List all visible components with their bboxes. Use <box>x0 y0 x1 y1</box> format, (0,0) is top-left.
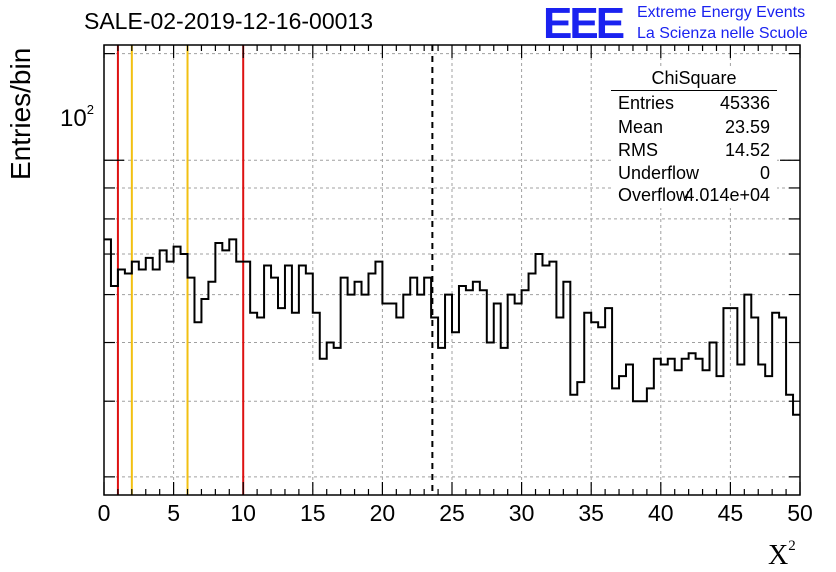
stats-value: 4.014e+04 <box>684 185 770 205</box>
x-tick-label: 10 <box>230 500 256 526</box>
stats-row-entries: Entries 45336 <box>618 93 770 115</box>
x-axis-label-base: X <box>768 540 789 571</box>
stats-row-rms: RMS 14.52 <box>618 140 770 162</box>
x-tick-label: 50 <box>787 500 813 526</box>
x-tick-label: 45 <box>717 500 744 526</box>
stats-row-overflow: Overflow 4.014e+04 <box>618 185 770 207</box>
stats-key: Underflow <box>618 163 700 183</box>
x-axis-label: X2 <box>768 538 796 572</box>
stats-title: ChiSquare <box>651 68 737 88</box>
x-axis-label-exponent: 2 <box>788 538 796 554</box>
stats-key: Entries <box>618 93 675 113</box>
x-tick-label: 40 <box>648 500 674 526</box>
y-axis-label: Entries/bin <box>5 47 36 180</box>
y-tick-base: 10 <box>60 105 87 132</box>
x-tick-label: 35 <box>578 500 604 526</box>
x-tick-label: 0 <box>97 500 111 526</box>
stats-value: 0 <box>759 163 770 183</box>
stats-key: RMS <box>618 140 658 160</box>
logo-line-2: La Scienza nelle Scuole <box>637 25 808 42</box>
logo-line-1: Extreme Energy Events <box>637 4 806 21</box>
stats-key: Overflow <box>618 185 690 205</box>
stats-row-mean: Mean 23.59 <box>618 117 770 139</box>
stats-value: 14.52 <box>724 140 770 160</box>
grid-lines <box>104 45 800 495</box>
x-tick-label: 30 <box>508 500 535 526</box>
x-tick-label: 20 <box>369 500 396 526</box>
stats-row-underflow: Underflow 0 <box>618 163 770 185</box>
x-tick-label: 15 <box>300 500 326 526</box>
stats-value: 23.59 <box>724 117 770 137</box>
reference-lines <box>116 45 434 495</box>
stats-value: 45336 <box>719 93 770 113</box>
x-tick-label: 5 <box>167 500 180 526</box>
y-tick-label: 102 <box>60 102 94 133</box>
chart-title: SALE-02-2019-12-16-00013 <box>84 8 373 34</box>
y-tick-exponent: 2 <box>86 102 94 117</box>
histogram-series <box>104 238 800 416</box>
stats-key: Mean <box>618 117 664 137</box>
eee-logo: EEE <box>543 0 625 48</box>
axis-ticks <box>103 45 801 495</box>
stats-box: ChiSquare Entries 45336 Mean 23.59 RMS 1… <box>611 68 777 208</box>
stats-divider <box>611 90 777 91</box>
x-tick-label: 25 <box>439 500 465 526</box>
